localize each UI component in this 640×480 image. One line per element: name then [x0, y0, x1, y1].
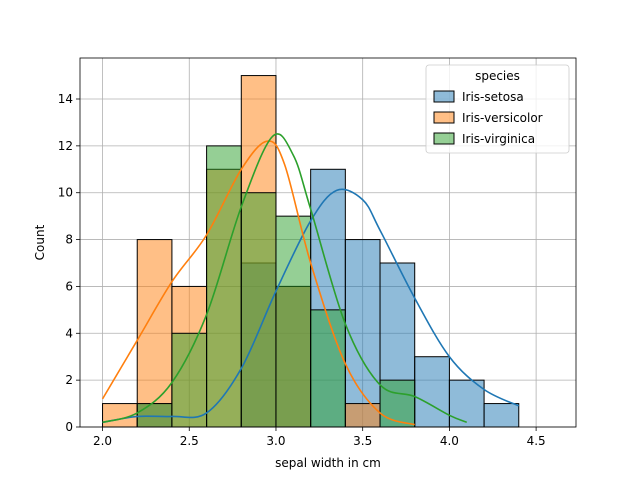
legend-swatch-0: [433, 90, 455, 103]
bar-Iris-virginica-1: [136, 403, 173, 428]
y-tick-label-4: 8: [65, 233, 73, 247]
legend-title: species: [475, 69, 520, 83]
legend-entries: Iris-setosa Iris-versicolor Iris-virginica: [433, 90, 543, 146]
bar-Iris-setosa-9: [414, 356, 450, 428]
bar-Iris-virginica-5: [275, 215, 312, 428]
legend-swatch-1: [433, 111, 455, 124]
legend-label-0: Iris-setosa: [462, 90, 524, 104]
y-tick-label-3: 6: [65, 279, 73, 293]
bar-Iris-virginica-8: [379, 379, 416, 428]
kde-curves: [101, 133, 520, 426]
legend-swatch-2: [433, 132, 455, 145]
y-tick-label-2: 4: [65, 326, 73, 340]
bar-Iris-virginica-6: [310, 309, 346, 428]
y-tick-label-0: 0: [65, 420, 73, 434]
x-tick-label-5: 4.5: [527, 434, 546, 448]
bar-Iris-versicolor-1: [136, 239, 173, 428]
ticks: 2.0 2.5 3.0 3.5 4.0 4.5 0 2 4 6 8 10 12 14: [58, 92, 546, 448]
bar-Iris-virginica-3: [206, 145, 242, 428]
bars: [102, 75, 520, 428]
bar-Iris-virginica-2: [171, 332, 208, 428]
plot-frame: [79, 57, 577, 428]
bar-Iris-virginica-4: [240, 192, 277, 428]
x-tick-label-0: 2.0: [93, 434, 112, 448]
bar-Iris-setosa-11: [483, 403, 520, 428]
x-tick-label-1: 2.5: [180, 434, 199, 448]
kde-curve-Iris-setosa: [102, 188, 520, 424]
y-tick-label-1: 2: [65, 373, 73, 387]
legend-label-2: Iris-virginica: [462, 132, 535, 146]
legend: species Iris-setosa Iris-versicolor Iris-v…: [425, 64, 570, 154]
y-axis-label: Count: [33, 224, 47, 260]
y-tick-label-7: 14: [58, 92, 73, 106]
x-tick-label-2: 3.0: [266, 434, 285, 448]
kde-curve-Iris-virginica: [102, 133, 468, 424]
x-axis-label: sepal width in cm: [275, 456, 381, 470]
y-tick-label-6: 12: [58, 139, 73, 153]
legend-box: [425, 64, 570, 154]
legend-label-1: Iris-versicolor: [462, 111, 543, 125]
y-tick-label-5: 10: [58, 186, 73, 200]
x-tick-label-4: 4.0: [440, 434, 459, 448]
x-tick-label-3: 3.5: [353, 434, 372, 448]
bar-Iris-setosa-7: [344, 239, 381, 428]
bar-Iris-setosa-10: [448, 379, 485, 428]
